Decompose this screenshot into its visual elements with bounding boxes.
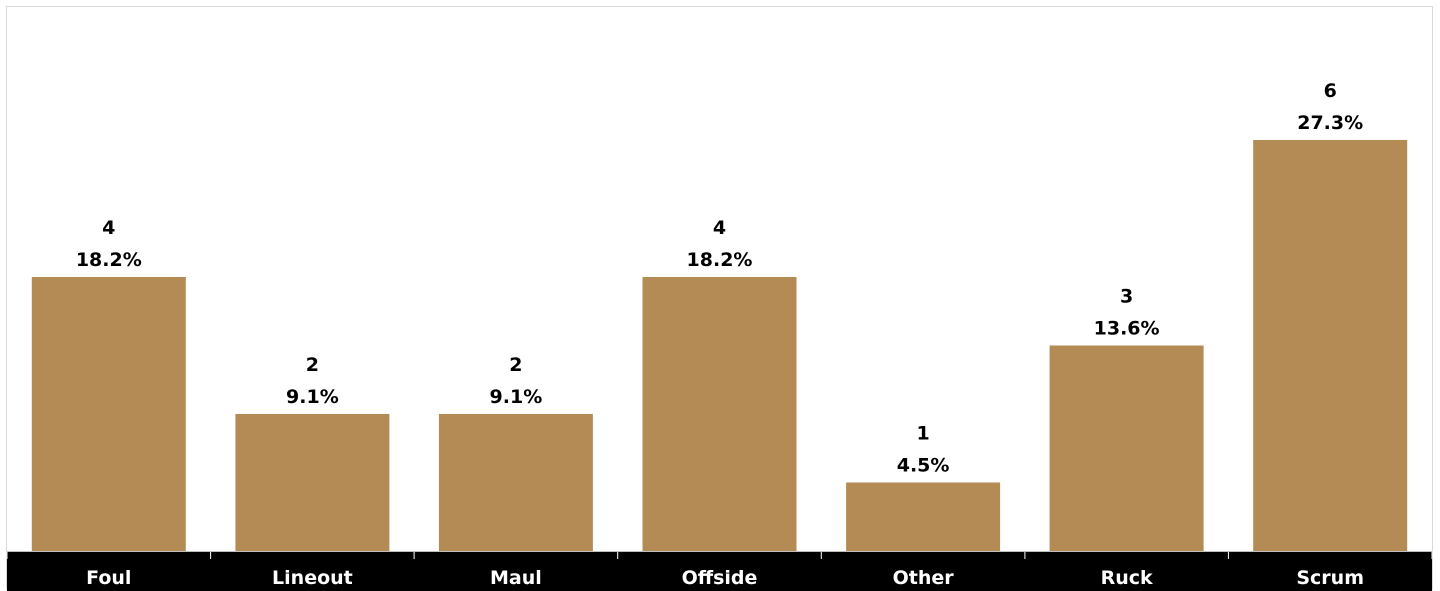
- category-label-foul: Foul: [86, 567, 131, 589]
- category-label-scrum: Scrum: [1296, 567, 1364, 589]
- value-labels-layer: 4 18.2% 2 9.1% 2 9.1% 4 18.2% 1 4.5% 3 13.6% 6 27.3%: [76, 80, 1363, 477]
- percent-label-ruck: 13.6%: [1094, 318, 1160, 340]
- value-label-lineout: 2: [306, 354, 319, 376]
- bar-ruck: [1049, 345, 1204, 551]
- percent-label-other: 4.5%: [897, 455, 950, 477]
- category-label-offside: Offside: [682, 567, 758, 589]
- value-label-ruck: 3: [1120, 286, 1133, 308]
- bar-maul: [438, 414, 593, 551]
- category-label-maul: Maul: [490, 567, 542, 589]
- ticks-layer: [6, 551, 1433, 559]
- value-label-scrum: 6: [1324, 80, 1337, 102]
- bar-lineout: [235, 414, 390, 551]
- value-label-foul: 4: [102, 217, 115, 239]
- category-label-ruck: Ruck: [1101, 567, 1153, 589]
- bar-foul: [31, 277, 186, 551]
- percent-label-foul: 18.2%: [76, 249, 142, 271]
- category-label-other: Other: [893, 567, 955, 589]
- x-axis-band: [7, 551, 1432, 591]
- percent-label-offside: 18.2%: [687, 249, 753, 271]
- value-label-other: 1: [916, 423, 929, 445]
- value-label-maul: 2: [509, 354, 522, 376]
- value-label-offside: 4: [713, 217, 726, 239]
- percent-label-lineout: 9.1%: [286, 386, 339, 408]
- bar-offside: [642, 277, 797, 551]
- bar-other: [846, 482, 1001, 551]
- percent-label-scrum: 27.3%: [1297, 112, 1363, 134]
- percent-label-maul: 9.1%: [490, 386, 543, 408]
- category-label-lineout: Lineout: [272, 567, 353, 589]
- bar-scrum: [1253, 140, 1408, 551]
- bars-layer: [31, 140, 1408, 551]
- category-labels-layer: Foul Lineout Maul Offside Other Ruck Scrum: [86, 567, 1364, 589]
